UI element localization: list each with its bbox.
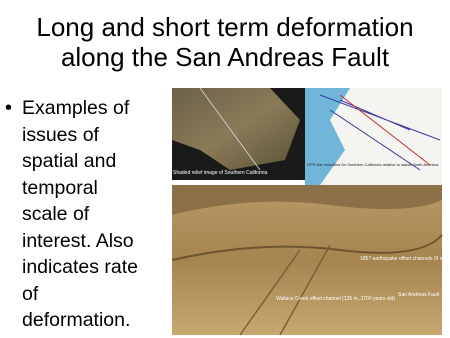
fault-trace [199,87,261,171]
bullet-line: deformation. [22,309,131,331]
gps-vectors [319,94,441,171]
title-line: along the San Andreas Fault [60,42,390,72]
bullet-marker: • [5,97,13,119]
bullet-line: indicates rate [22,256,138,278]
gps-ocean [305,88,350,185]
photo-label: San Andreas Fault [398,292,440,298]
bullet-line: interest. Also [22,229,134,252]
photo-channels [239,244,331,336]
gps-caption: GPS site velocities for Southern Califor… [307,162,439,167]
photo-label: 1857 earthquake offset channels (9 m) [360,256,446,262]
photo-fault [171,234,443,261]
photo-label: Wallace Creek offset channel (135 m, 370… [276,296,395,302]
bullet-line: issues of [22,123,99,146]
relief-caption: Shaded relief image of Southern Californ… [173,170,267,176]
photo-hills [172,185,442,215]
gps-fault [339,94,431,166]
title-line: Long and short term deformation [36,12,414,42]
bullet-line: temporal [22,176,98,199]
bullet-line: Examples of [22,97,130,119]
bullet-line: scale of [22,203,90,225]
bullet-line: of [22,282,39,305]
fault-photo [172,185,442,335]
relief-land [172,88,300,170]
bullet-line: spatial and [22,150,117,172]
